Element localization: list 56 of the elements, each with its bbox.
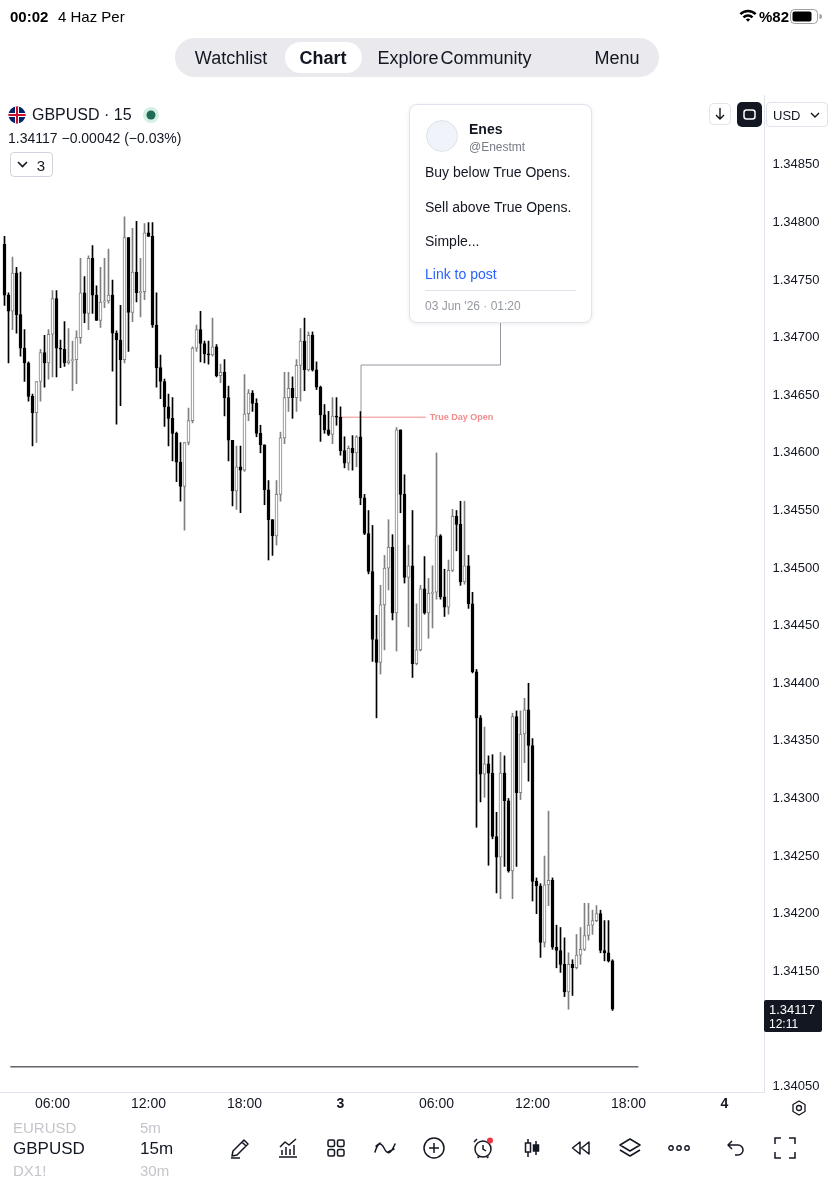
y-tick-label: 1.34700 (772, 329, 820, 345)
text: %82 (759, 7, 790, 25)
annotation: 03 Jun '26 · 01:20 (425, 299, 521, 313)
x-tick-label: 4 (720, 1095, 729, 1112)
text: 15m (140, 1138, 174, 1158)
series-label: True Day Open (429, 411, 494, 422)
annotation: Sell above True Opens. (425, 199, 572, 215)
annotation: Simple... (425, 233, 480, 249)
y-tick-label: 1.34150 (772, 962, 820, 978)
y-tick-label: 1.34400 (772, 674, 820, 690)
y-tick-label: 1.34250 (772, 847, 820, 863)
x-tick-label: 18:00 (610, 1095, 647, 1112)
x-tick-label: 06:00 (418, 1095, 455, 1112)
text: 00:02 (10, 7, 49, 25)
x-tick-label: 18:00 (226, 1095, 263, 1112)
text: Menu (594, 48, 640, 68)
candlestick (102, 257, 107, 309)
text: USD (773, 107, 801, 123)
text: 1.34117 −0.00042 (−0.03%) (8, 130, 182, 146)
price-tag: 1.34117 12:11 (764, 1000, 822, 1033)
annotation: Link to post (425, 266, 497, 282)
candlestick (206, 340, 211, 365)
annotation: Enes (469, 121, 503, 137)
text: GBPUSD · 15 (32, 106, 132, 123)
annotation: 3 (36, 156, 46, 174)
x-tick-label: 06:00 (34, 1095, 71, 1112)
y-tick-label: 1.34200 (772, 905, 820, 921)
text: 30m (140, 1161, 170, 1179)
y-tick-label: 1.34800 (772, 214, 820, 230)
text: 4 Haz Per (58, 7, 125, 25)
y-tick-label: 1.34850 (772, 156, 820, 172)
y-tick-label: 1.34350 (772, 732, 820, 748)
y-tick-label: 1.34300 (772, 790, 820, 806)
x-tick-label: 12:00 (514, 1095, 551, 1112)
text: DX1! (13, 1161, 47, 1179)
y-tick-label: 1.34750 (772, 271, 820, 287)
text: Community (440, 48, 532, 68)
x-tick-label: 3 (336, 1095, 345, 1112)
text: Chart (299, 48, 347, 68)
y-tick-label: 1.34450 (772, 617, 820, 633)
y-tick-label: 1.34600 (772, 444, 820, 460)
x-tick-label: 12:00 (130, 1095, 167, 1112)
y-tick-label: 1.34050 (772, 1078, 820, 1094)
text: Explore (377, 48, 439, 68)
annotation: @Enestmt (469, 140, 526, 154)
text: GBPUSD (13, 1138, 85, 1158)
y-tick-label: 1.34550 (772, 502, 820, 518)
candlestick (334, 397, 339, 426)
annotation: Buy below True Opens. (425, 164, 571, 180)
candlestick (58, 339, 63, 368)
text: EURUSD (13, 1118, 77, 1136)
y-tick-label: 1.34500 (772, 559, 820, 575)
text: 5m (140, 1118, 161, 1136)
text: Watchlist (194, 48, 268, 68)
y-tick-label: 1.34650 (772, 386, 820, 402)
candlestick (138, 257, 143, 318)
